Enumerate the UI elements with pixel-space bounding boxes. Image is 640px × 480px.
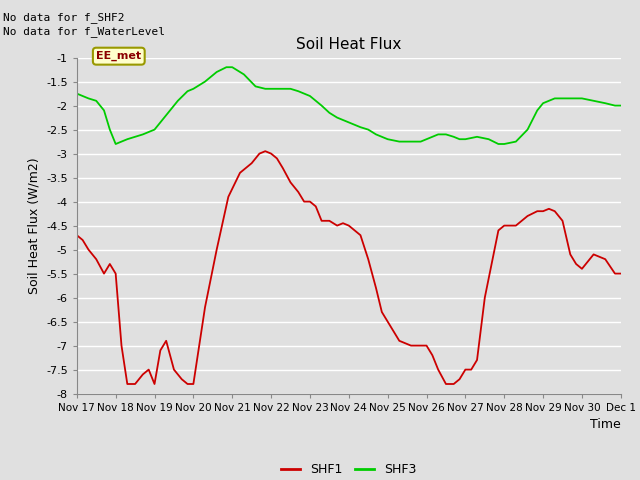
- SHF1: [566, 252, 574, 257]
- Line: SHF3: SHF3: [77, 67, 621, 144]
- SHF3: [345, 120, 353, 125]
- Y-axis label: Soil Heat Flux (W/m2): Soil Heat Flux (W/m2): [28, 157, 40, 294]
- Title: Soil Heat Flux: Soil Heat Flux: [296, 37, 401, 52]
- SHF3: [145, 129, 152, 135]
- SHF1: [489, 256, 497, 262]
- SHF1: [73, 232, 81, 238]
- SHF3: [602, 100, 609, 106]
- SHF3: [407, 139, 415, 144]
- Text: No data for f_SHF2: No data for f_SHF2: [3, 12, 125, 23]
- Line: SHF1: SHF1: [77, 151, 621, 384]
- SHF1: [617, 271, 625, 276]
- SHF1: [500, 223, 508, 228]
- SHF3: [572, 96, 580, 101]
- Text: EE_met: EE_met: [96, 51, 141, 61]
- SHF1: [124, 381, 131, 387]
- SHF1: [261, 148, 269, 154]
- SHF1: [112, 271, 120, 276]
- SHF1: [533, 208, 541, 214]
- Text: No data for f_WaterLevel: No data for f_WaterLevel: [3, 26, 165, 37]
- SHF3: [223, 64, 230, 70]
- SHF3: [112, 141, 120, 147]
- Legend: SHF1, SHF3: SHF1, SHF3: [276, 458, 421, 480]
- SHF3: [617, 103, 625, 108]
- SHF3: [84, 96, 92, 101]
- SHF1: [512, 223, 520, 228]
- X-axis label: Time: Time: [590, 418, 621, 431]
- SHF3: [73, 91, 81, 96]
